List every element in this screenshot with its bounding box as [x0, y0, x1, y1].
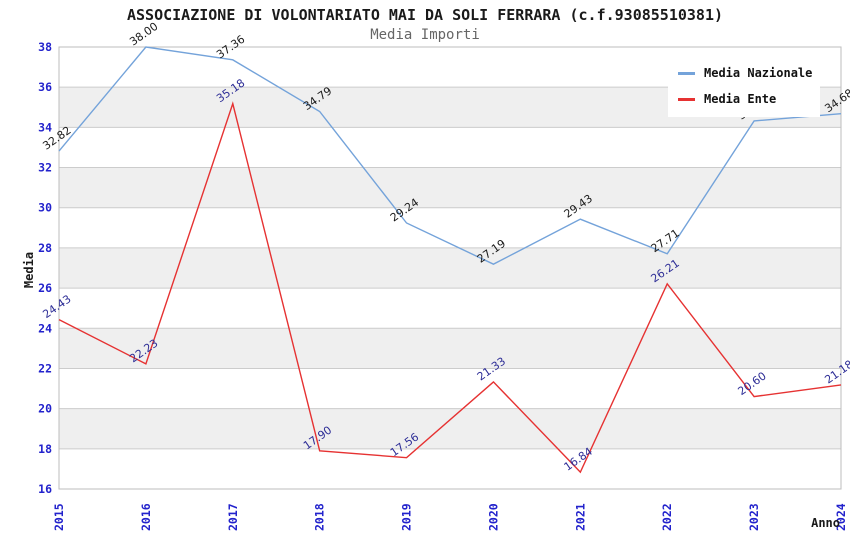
series-line-media-nazionale — [58, 46, 842, 265]
y-axis-title: Media — [22, 251, 36, 289]
plot-band — [59, 328, 841, 369]
x-tick-label: 2017 — [226, 503, 240, 531]
x-tick-label: 2019 — [400, 503, 414, 531]
plot-border — [58, 46, 842, 490]
y-tick-labels: 16 18 20 22 24 26 28 30 32 34 36 38 — [38, 40, 52, 496]
y-tick-label: 36 — [38, 80, 52, 94]
x-tick-labels: 2015 2016 2017 2018 2019 2020 2021 2022 2023 2024 — [52, 503, 848, 531]
y-tick-label: 38 — [38, 40, 52, 54]
legend-label-media-ente: Media Ente — [704, 92, 777, 106]
legend-swatch-media-ente-icon — [678, 97, 695, 101]
legend-swatch-media-nazionale-icon — [678, 71, 695, 75]
data-label: 24.43 — [40, 292, 73, 321]
y-tick-label: 16 — [38, 482, 52, 496]
y-tick-label: 18 — [38, 442, 52, 456]
plot-band — [59, 408, 841, 449]
x-tick-label: 2024 — [834, 503, 848, 531]
series-line-media-ente — [58, 101, 842, 474]
x-tick-label: 2023 — [747, 503, 761, 531]
plot-bands — [59, 87, 841, 449]
legend-label-media-nazionale: Media Nazionale — [704, 66, 813, 80]
legend-item-media-nazionale: Media Nazionale — [678, 60, 820, 86]
legend-item-media-ente: Media Ente — [678, 86, 820, 112]
x-axis-title: Anno — [811, 516, 840, 530]
x-tick-label: 2016 — [139, 503, 153, 531]
x-tick-label: 2018 — [313, 503, 327, 531]
y-tick-label: 26 — [38, 281, 52, 295]
x-tick-label: 2021 — [573, 503, 587, 531]
y-tick-label: 20 — [38, 402, 52, 416]
plot-band — [59, 167, 841, 208]
chart-subtitle: Media Importi — [370, 27, 480, 43]
y-tick-label: 28 — [38, 241, 52, 255]
y-tick-label: 30 — [38, 201, 52, 215]
y-tick-label: 32 — [38, 161, 52, 175]
x-tick-label: 2020 — [486, 503, 500, 531]
y-tick-label: 24 — [38, 321, 52, 335]
data-label: 38.00 — [127, 20, 160, 49]
plot-band — [59, 247, 841, 289]
x-tick-label: 2022 — [660, 503, 674, 531]
y-tick-label: 22 — [38, 361, 52, 375]
chart-title: ASSOCIAZIONE DI VOLONTARIATO MAI DA SOLI… — [126, 6, 724, 24]
y-tick-label: 34 — [38, 120, 52, 134]
legend: Media Nazionale Media Ente — [668, 55, 820, 117]
x-tick-label: 2015 — [52, 503, 66, 531]
